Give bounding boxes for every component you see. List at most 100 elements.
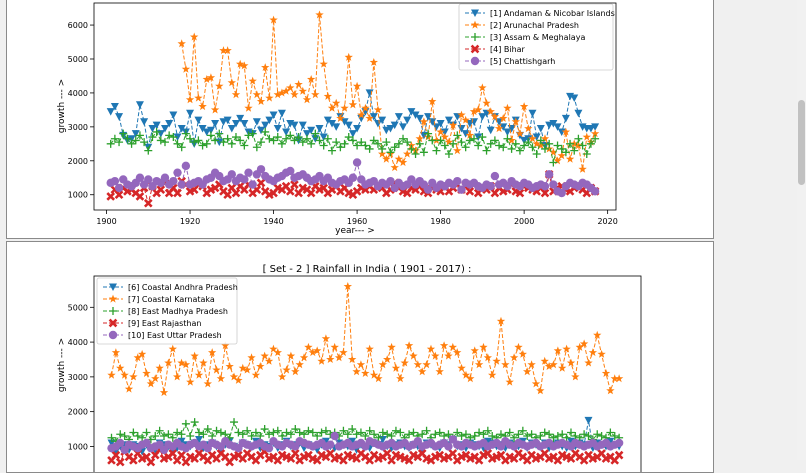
data-point (399, 123, 408, 131)
y-axis-label: growth --- > (57, 79, 67, 133)
data-point (231, 133, 240, 142)
data-point (198, 141, 207, 150)
data-point (382, 154, 391, 163)
data-point (383, 430, 392, 439)
data-point (194, 370, 204, 379)
data-point (496, 316, 506, 325)
data-point (566, 139, 575, 148)
data-point (515, 188, 525, 198)
data-point (574, 141, 583, 150)
y-tick-label: 5000 (68, 303, 88, 312)
y-tick-label: 4000 (68, 89, 88, 98)
data-point (457, 185, 466, 194)
data-point (531, 379, 541, 388)
data-point (378, 149, 387, 158)
data-point (247, 432, 256, 440)
data-point (290, 121, 299, 130)
data-point (131, 136, 140, 145)
data-point (348, 136, 357, 145)
data-point (106, 108, 115, 116)
legend-label: [2] Arunachal Pradesh (490, 21, 579, 30)
data-point (365, 114, 374, 122)
data-point (290, 136, 299, 145)
data-point (440, 432, 449, 440)
data-point (299, 353, 309, 362)
data-point (593, 430, 602, 439)
data-point (265, 430, 274, 439)
data-point (181, 419, 190, 428)
data-point (339, 348, 348, 357)
data-point (202, 128, 211, 136)
data-point (135, 131, 144, 140)
data-point (514, 430, 523, 439)
data-point (261, 63, 270, 71)
data-point (243, 365, 252, 374)
data-point (390, 163, 399, 172)
data-point (269, 344, 278, 353)
data-point (584, 358, 593, 367)
data-point (295, 428, 304, 437)
data-point (339, 426, 348, 435)
data-point (261, 127, 270, 136)
data-point (486, 107, 495, 116)
data-point (403, 116, 412, 125)
data-point (503, 134, 512, 143)
data-point (330, 431, 339, 441)
data-point (418, 367, 427, 376)
data-point (574, 109, 583, 118)
data-point (394, 113, 403, 121)
data-point (415, 134, 424, 143)
data-point (282, 428, 291, 437)
data-point (486, 139, 495, 148)
data-point (106, 192, 116, 201)
data-point (378, 360, 387, 369)
data-point (352, 81, 362, 90)
data-point (124, 384, 134, 393)
data-point (528, 143, 537, 152)
data-point (400, 358, 409, 367)
data-point (614, 450, 624, 460)
data-point (131, 130, 140, 138)
data-point (148, 133, 157, 142)
legend-label: [5] Chattishgarh (490, 57, 555, 66)
legend-marker (108, 318, 118, 328)
data-point (278, 432, 287, 440)
data-point (221, 430, 230, 439)
data-point (403, 138, 412, 147)
data-point (332, 98, 341, 107)
data-point (561, 127, 571, 136)
data-point (391, 426, 400, 435)
data-point (461, 370, 471, 379)
data-point (444, 116, 453, 125)
data-point (208, 348, 217, 357)
data-point (211, 119, 220, 128)
y-tick-label: 4000 (68, 338, 88, 347)
data-point (313, 432, 322, 440)
data-point (394, 139, 403, 148)
data-point (378, 144, 387, 153)
scrollbar-thumb[interactable] (798, 100, 805, 185)
figure-panel-1: 1000 2000 3000 4000 5000 6000 1900 1920 1940 1960… (6, 0, 714, 239)
data-point (177, 125, 186, 133)
vertical-scrollbar[interactable] (797, 0, 806, 460)
data-point (203, 425, 212, 434)
data-point (168, 344, 177, 353)
legend-entry: [3] Assam & Meghalaya (465, 33, 585, 42)
series-circle (107, 431, 624, 455)
legend: [1] Andaman & Nicobar Islands [2] Arunach… (458, 3, 615, 71)
data-point (422, 426, 431, 435)
data-point (413, 360, 422, 369)
data-point (582, 150, 591, 159)
data-point (549, 119, 558, 128)
data-point (353, 141, 362, 150)
data-point (247, 353, 256, 362)
data-point (514, 342, 523, 351)
data-point (444, 137, 454, 146)
data-point (216, 374, 226, 383)
legend-label: [10] East Uttar Pradesh (128, 331, 222, 340)
data-point (540, 428, 549, 437)
legend-label: [3] Assam & Meghalaya (490, 33, 585, 42)
data-point (120, 432, 129, 440)
data-point (561, 148, 570, 157)
data-point (505, 428, 514, 437)
